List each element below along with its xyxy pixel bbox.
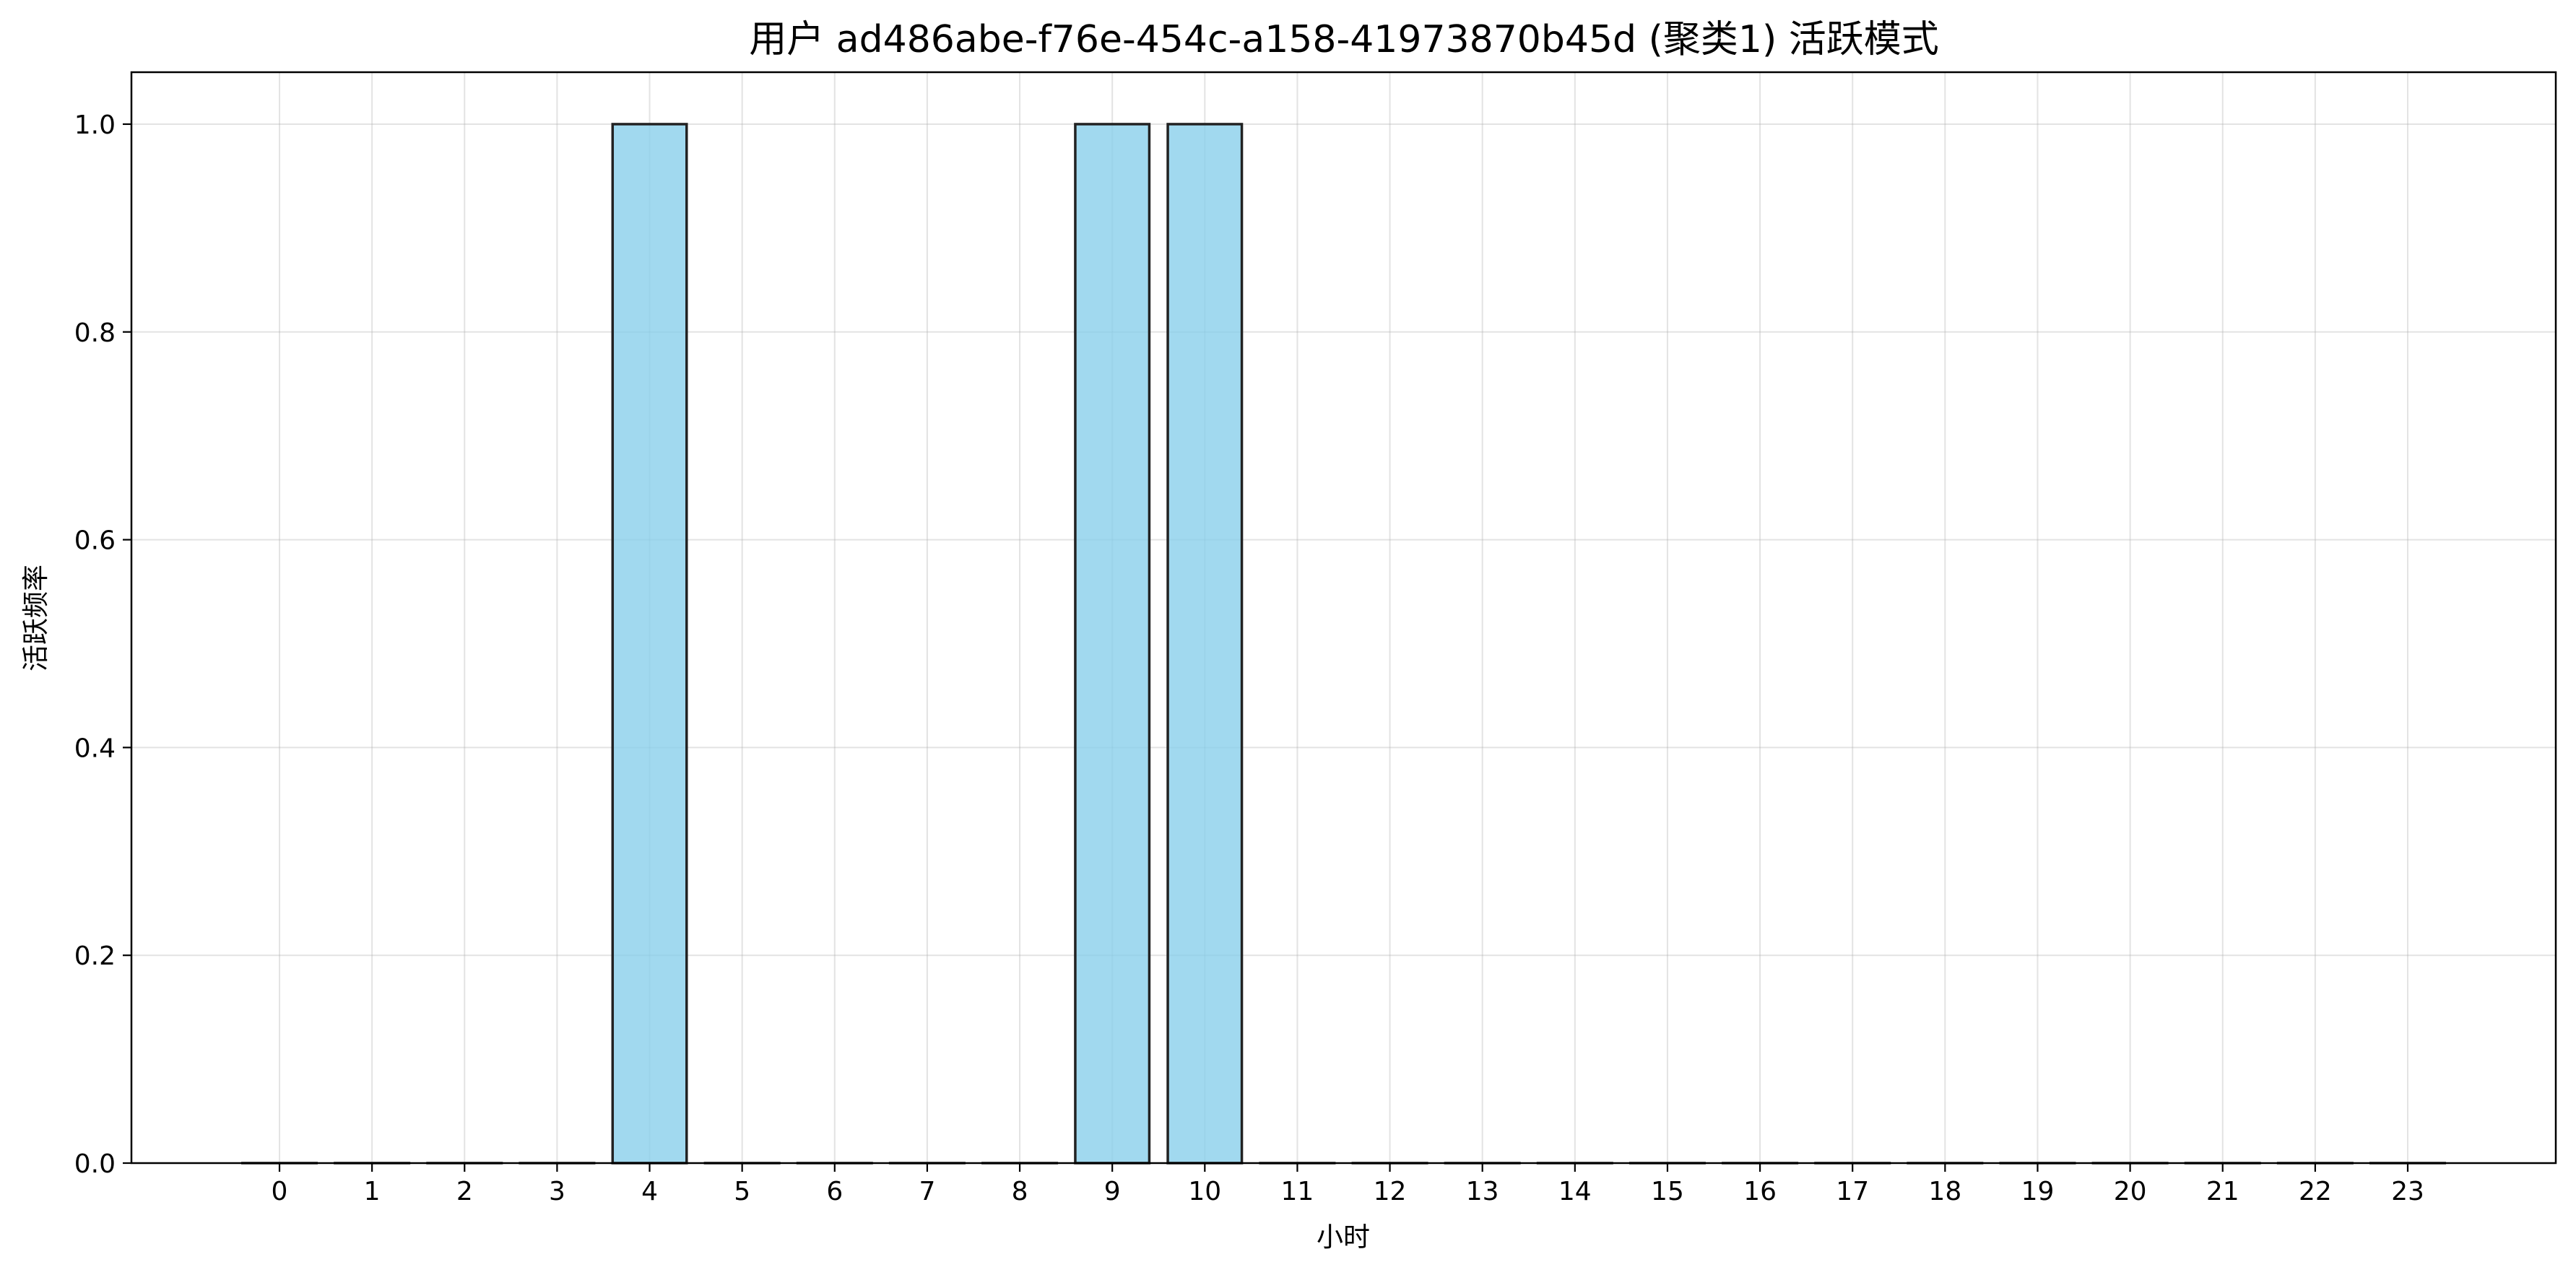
x-tick-label: 17 — [1836, 1177, 1869, 1206]
y-axis-ticks: 0.0 0.2 0.4 0.6 0.8 1.0 — [74, 110, 131, 1179]
y-tick-label: 0.0 — [74, 1149, 116, 1179]
y-tick-label: 1.0 — [74, 110, 116, 140]
chart-title: 用户 ad486abe-f76e-454c-a158-41973870b45d … — [749, 18, 1939, 61]
x-tick-label: 3 — [549, 1177, 565, 1206]
y-tick-label: 0.8 — [74, 318, 116, 348]
x-tick-label: 15 — [1651, 1177, 1684, 1206]
x-tick-label: 20 — [2114, 1177, 2147, 1206]
x-tick-label: 10 — [1188, 1177, 1221, 1206]
x-tick-label: 12 — [1374, 1177, 1407, 1206]
x-tick-label: 0 — [272, 1177, 288, 1206]
x-tick-label: 7 — [919, 1177, 935, 1206]
x-tick-label: 2 — [456, 1177, 473, 1206]
x-tick-label: 6 — [826, 1177, 843, 1206]
grid-lines — [131, 72, 2556, 1164]
x-tick-label: 14 — [1558, 1177, 1592, 1206]
x-axis-label: 小时 — [1317, 1222, 1370, 1253]
y-tick-label: 0.6 — [74, 526, 116, 556]
x-tick-label: 21 — [2206, 1177, 2239, 1206]
x-tick-label: 9 — [1104, 1177, 1121, 1206]
y-tick-label: 0.4 — [74, 734, 116, 763]
x-tick-label: 1 — [364, 1177, 381, 1206]
x-tick-label: 18 — [1928, 1177, 1961, 1206]
x-tick-label: 8 — [1012, 1177, 1028, 1206]
x-tick-label: 22 — [2299, 1177, 2332, 1206]
x-tick-label: 5 — [734, 1177, 750, 1206]
x-axis-ticks: 0 1 2 3 4 5 6 7 8 9 10 11 12 13 14 15 16 17 18 19 20 21 22 23 — [272, 1163, 2424, 1206]
x-tick-label: 19 — [2021, 1177, 2055, 1206]
x-tick-label: 13 — [1466, 1177, 1499, 1206]
bar-hour-4 — [611, 123, 688, 1165]
x-tick-label: 11 — [1281, 1177, 1314, 1206]
plot-frame — [130, 71, 2557, 1165]
y-tick-label: 0.2 — [74, 941, 116, 971]
y-axis-label: 活跃频率 — [20, 565, 51, 671]
x-tick-label: 16 — [1743, 1177, 1777, 1206]
bar-hour-9 — [1074, 123, 1151, 1165]
bars — [241, 123, 2446, 1165]
x-tick-label: 4 — [641, 1177, 658, 1206]
bar-hour-10 — [1166, 123, 1244, 1165]
x-tick-label: 23 — [2391, 1177, 2424, 1206]
